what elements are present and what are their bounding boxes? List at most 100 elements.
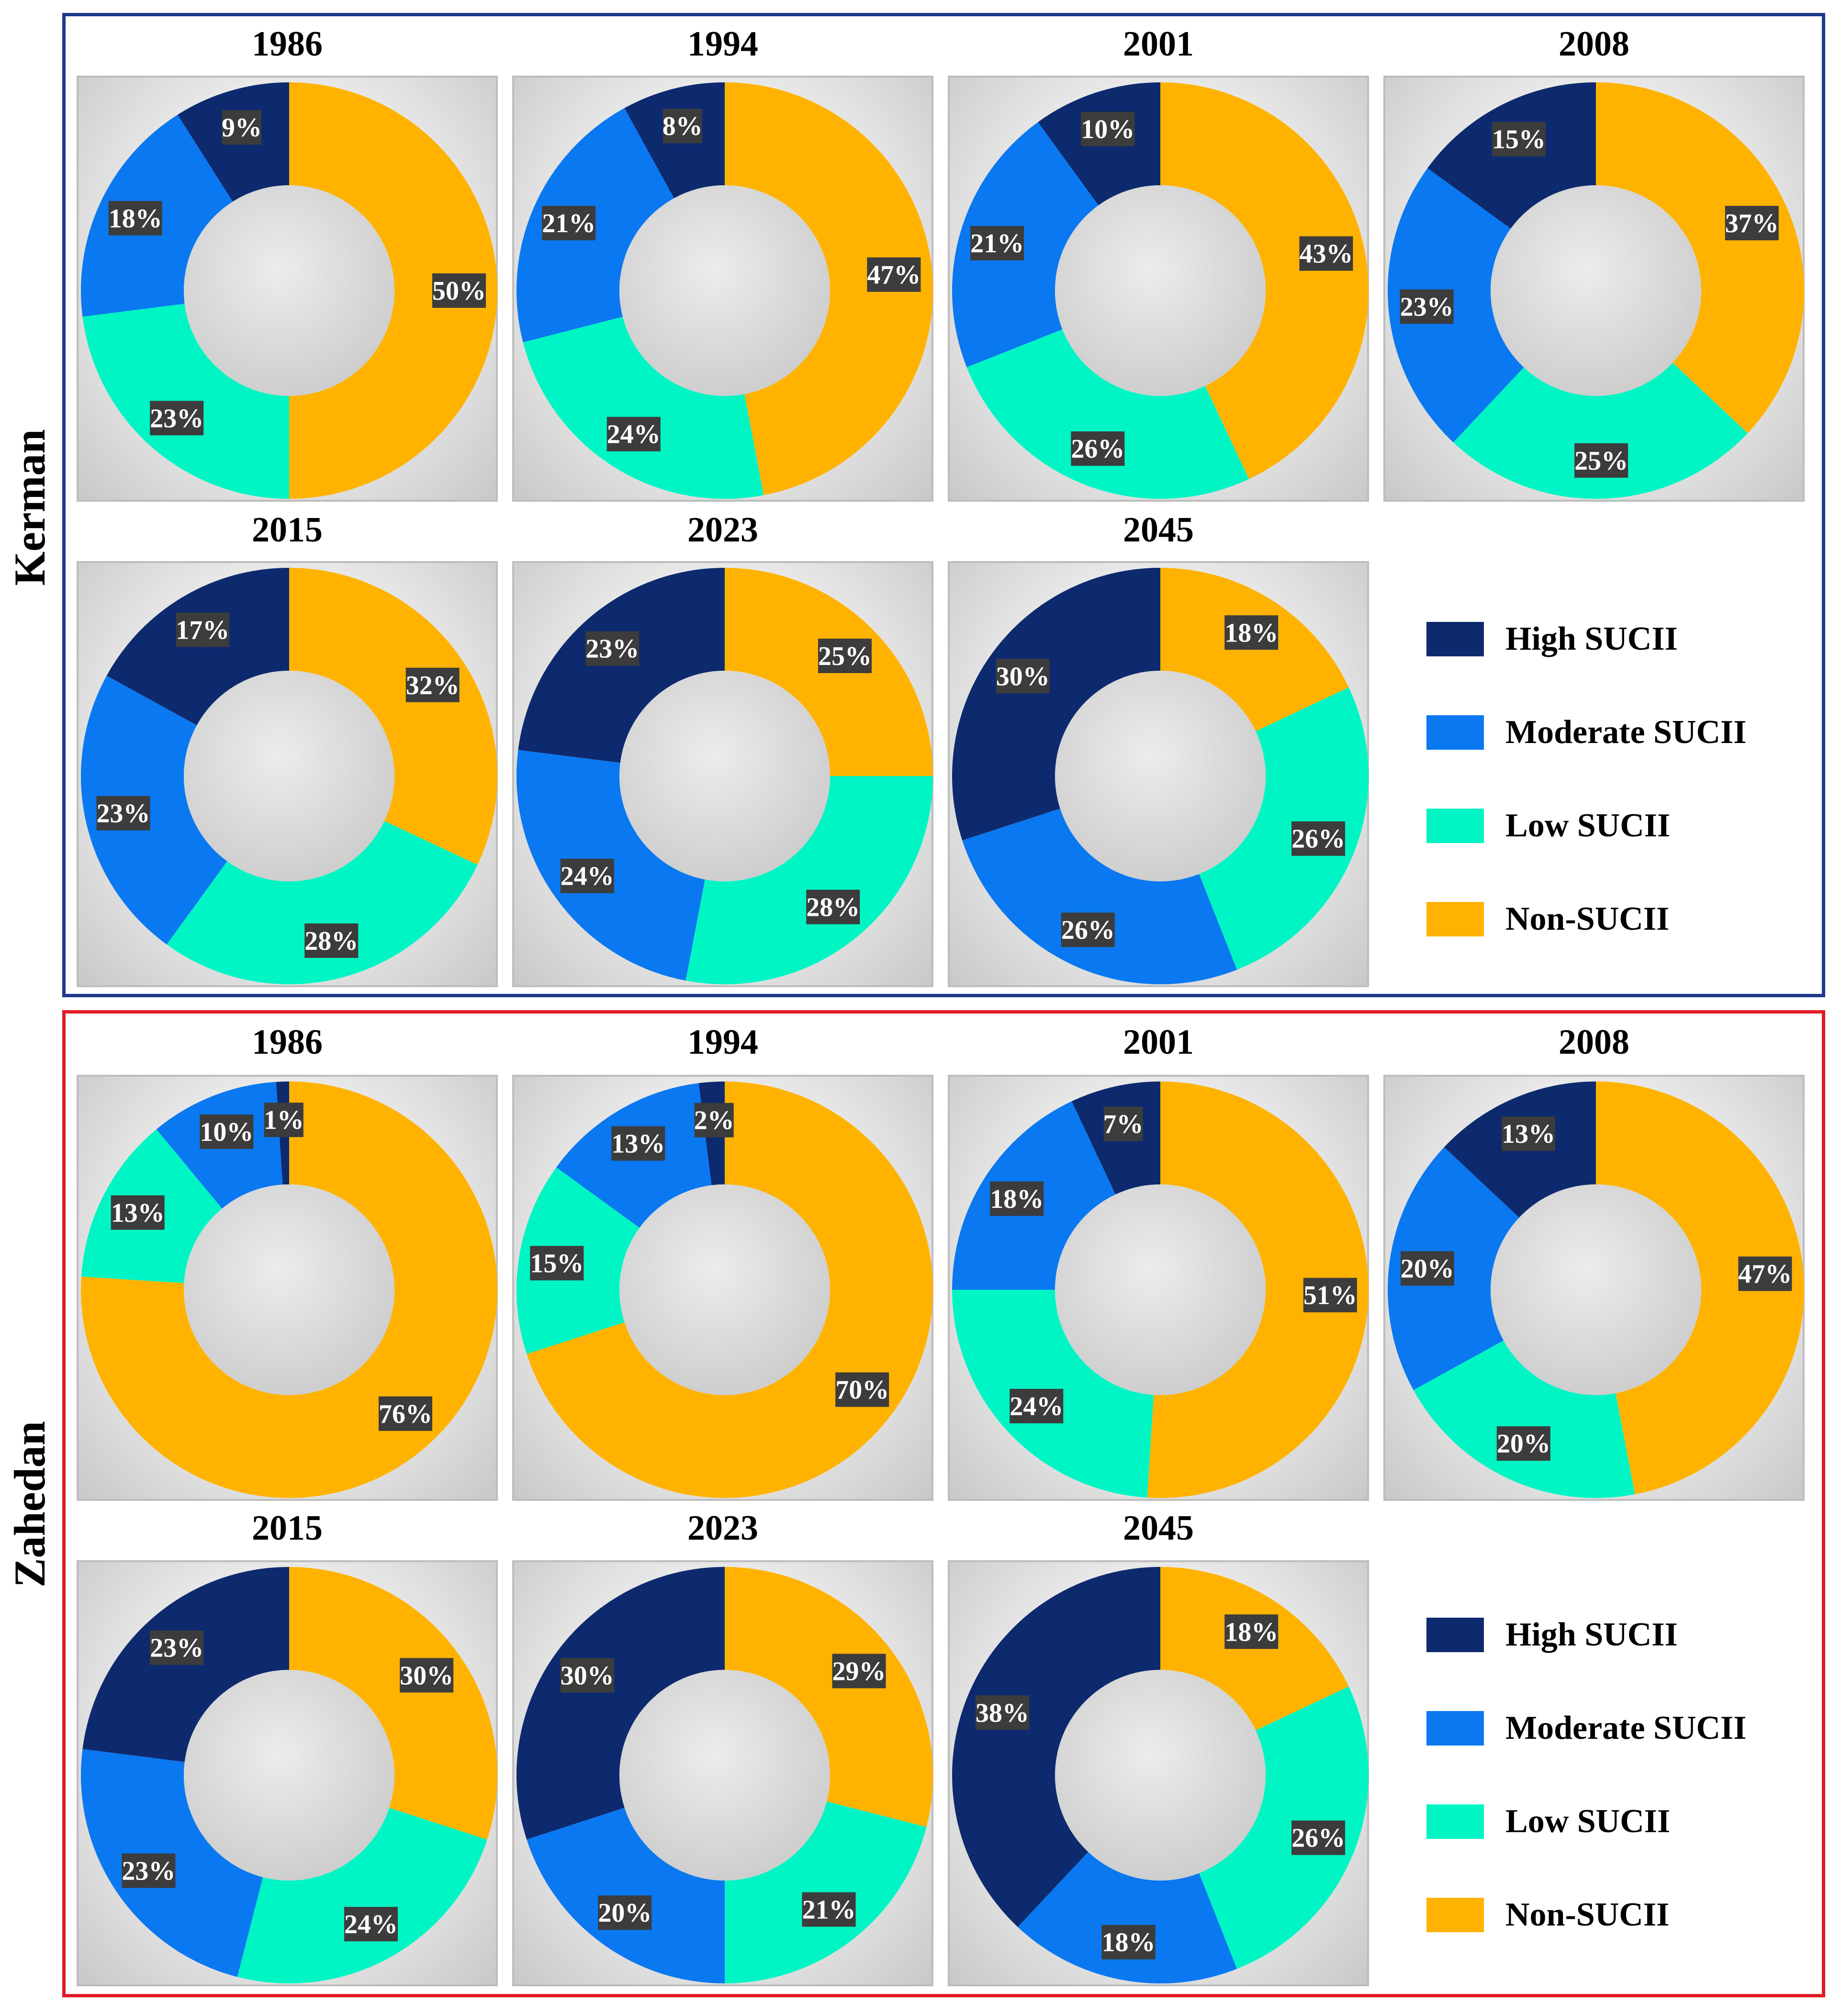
data-label-non-sucii-kerman-2045: 18% (1224, 618, 1278, 648)
slice-non-sucii-kerman-1994 (725, 82, 933, 496)
data-label-box (1010, 1389, 1064, 1424)
data-label-box (1400, 1251, 1454, 1286)
data-label-high-sucii-kerman-2001: 10% (1081, 114, 1134, 144)
data-label-box (530, 1246, 584, 1281)
donut-chart-zahedan-1994: 2% 13% 15% 70% (516, 1081, 933, 1498)
data-label-box (122, 1853, 176, 1888)
donut-chart-zahedan-2008: 13% 20% 20% 47% (1388, 1081, 1804, 1498)
data-label-box (867, 257, 921, 292)
data-label-low-sucii-kerman-1994: 24% (607, 420, 661, 450)
data-label-box (400, 1658, 454, 1693)
slice-non-sucii-zahedan-2023 (725, 1567, 933, 1827)
chart-panel-zahedan-2008: 13% 20% 20% 47% (1383, 1075, 1805, 1501)
slice-non-sucii-zahedan-2001 (1147, 1081, 1369, 1498)
data-label-moderate-sucii-kerman-1986: 18% (109, 204, 162, 234)
donut-hole (184, 185, 394, 396)
data-label-high-sucii-kerman-2015: 17% (176, 615, 229, 645)
legend-label: Moderate SUCII (1505, 714, 1747, 751)
data-label-low-sucii-zahedan-1994: 15% (530, 1249, 584, 1278)
data-label-low-sucii-zahedan-1986: 13% (111, 1198, 165, 1228)
data-label-low-sucii-kerman-2045: 26% (1291, 824, 1345, 854)
data-label-box (405, 667, 460, 702)
data-label-moderate-sucii-zahedan-2045: 18% (1101, 1928, 1155, 1958)
data-label-non-sucii-zahedan-2023: 29% (832, 1656, 886, 1686)
data-label-low-sucii-kerman-2015: 28% (304, 926, 358, 956)
slice-non-sucii-zahedan-1986 (81, 1081, 497, 1498)
data-label-high-sucii-zahedan-2045: 38% (976, 1698, 1029, 1728)
slice-moderate-sucii-kerman-2015 (81, 676, 227, 945)
donut-hole (1491, 1184, 1701, 1395)
data-label-box (606, 417, 661, 451)
data-label-box (304, 923, 359, 958)
donut-hole (1055, 1184, 1266, 1395)
donut-chart-kerman-1994: 8% 21% 24% 47% (516, 82, 933, 499)
data-label-non-sucii-zahedan-2001: 51% (1303, 1281, 1357, 1310)
data-label-box (1299, 236, 1353, 271)
data-label-low-sucii-zahedan-2015: 24% (344, 1910, 398, 1939)
slice-low-sucii-kerman-2001 (966, 329, 1249, 499)
data-label-box (432, 273, 486, 308)
legend-swatch (1426, 715, 1484, 750)
data-label-low-sucii-kerman-2008: 25% (1574, 446, 1628, 476)
slice-moderate-sucii-zahedan-2045 (1018, 1852, 1237, 1983)
chart-title-kerman-1986: 1986 (252, 24, 323, 64)
data-label-high-sucii-kerman-1994: 8% (662, 112, 703, 141)
data-label-moderate-sucii-kerman-2001: 21% (970, 229, 1024, 259)
legend-swatch (1426, 1898, 1484, 1932)
chart-panel-zahedan-1994: 2% 13% 15% 70% (512, 1075, 933, 1501)
donut-hole (1055, 671, 1266, 881)
donut-chart-zahedan-2001: 7% 18% 24% 51% (952, 1081, 1369, 1498)
donut-chart-kerman-1986: 9% 18% 23% 50% (81, 82, 497, 499)
data-label-box (96, 796, 150, 831)
slice-low-sucii-kerman-2023 (685, 776, 933, 984)
data-label-box (1103, 1106, 1143, 1141)
data-label-box (835, 1372, 889, 1407)
data-label-low-sucii-zahedan-2023: 21% (802, 1895, 856, 1925)
data-label-high-sucii-kerman-2045: 30% (996, 662, 1050, 691)
data-label-box (111, 1195, 165, 1230)
data-label-box (1224, 1614, 1279, 1649)
data-label-box (1101, 1925, 1156, 1960)
donut-chart-kerman-2045: 30% 26% 26% 18% (952, 568, 1369, 984)
data-label-moderate-sucii-zahedan-1994: 13% (611, 1129, 665, 1159)
data-label-box (176, 612, 230, 647)
region-label-kerman: Kerman (5, 429, 54, 586)
slice-low-sucii-zahedan-2015 (237, 1807, 487, 1983)
chart-title-kerman-2023: 2023 (687, 510, 758, 550)
data-label-moderate-sucii-zahedan-2023: 20% (598, 1898, 651, 1928)
slice-low-sucii-kerman-2015 (167, 821, 478, 984)
data-label-box (1081, 112, 1135, 146)
legend-swatch (1426, 1711, 1484, 1746)
data-label-non-sucii-zahedan-2045: 18% (1224, 1617, 1278, 1647)
data-label-moderate-sucii-kerman-2008: 23% (1400, 292, 1454, 322)
data-label-box (832, 1654, 886, 1689)
donut-hole (1491, 185, 1701, 396)
data-label-box (344, 1907, 398, 1942)
data-label-box (975, 1695, 1029, 1730)
slice-moderate-sucii-kerman-2001 (952, 122, 1099, 368)
chart-panel-kerman-2045: 30% 26% 26% 18% (948, 561, 1369, 987)
chart-title-zahedan-1994: 1994 (687, 1023, 758, 1062)
data-label-low-sucii-zahedan-2045: 26% (1291, 1824, 1345, 1853)
legend-label: Moderate SUCII (1505, 1710, 1747, 1746)
chart-title-kerman-2001: 2001 (1123, 24, 1194, 64)
donut-chart-kerman-2015: 17% 23% 28% 32% (81, 568, 497, 984)
legend-label: Non-SUCII (1505, 1896, 1670, 1933)
data-label-high-sucii-zahedan-1986: 1% (264, 1105, 304, 1135)
chart-title-zahedan-2045: 2045 (1123, 1509, 1194, 1548)
data-label-box (542, 206, 596, 241)
data-label-moderate-sucii-kerman-2015: 23% (97, 799, 150, 828)
data-label-box (996, 659, 1050, 694)
data-label-non-sucii-kerman-1986: 50% (432, 276, 486, 306)
slice-high-sucii-kerman-2045 (952, 568, 1160, 841)
legend-swatch (1426, 809, 1484, 843)
data-label-non-sucii-zahedan-1994: 70% (835, 1375, 889, 1405)
data-label-box (560, 1658, 614, 1693)
data-label-non-sucii-zahedan-1986: 76% (379, 1399, 432, 1429)
donut-hole (619, 1670, 830, 1881)
chart-title-kerman-2008: 2008 (1559, 24, 1629, 64)
chart-title-zahedan-2008: 2008 (1559, 1023, 1629, 1062)
chart-title-zahedan-1986: 1986 (252, 1023, 323, 1062)
chart-panel-zahedan-2015: 23% 23% 24% 30% (77, 1560, 498, 1986)
slice-non-sucii-zahedan-2015 (289, 1567, 497, 1840)
